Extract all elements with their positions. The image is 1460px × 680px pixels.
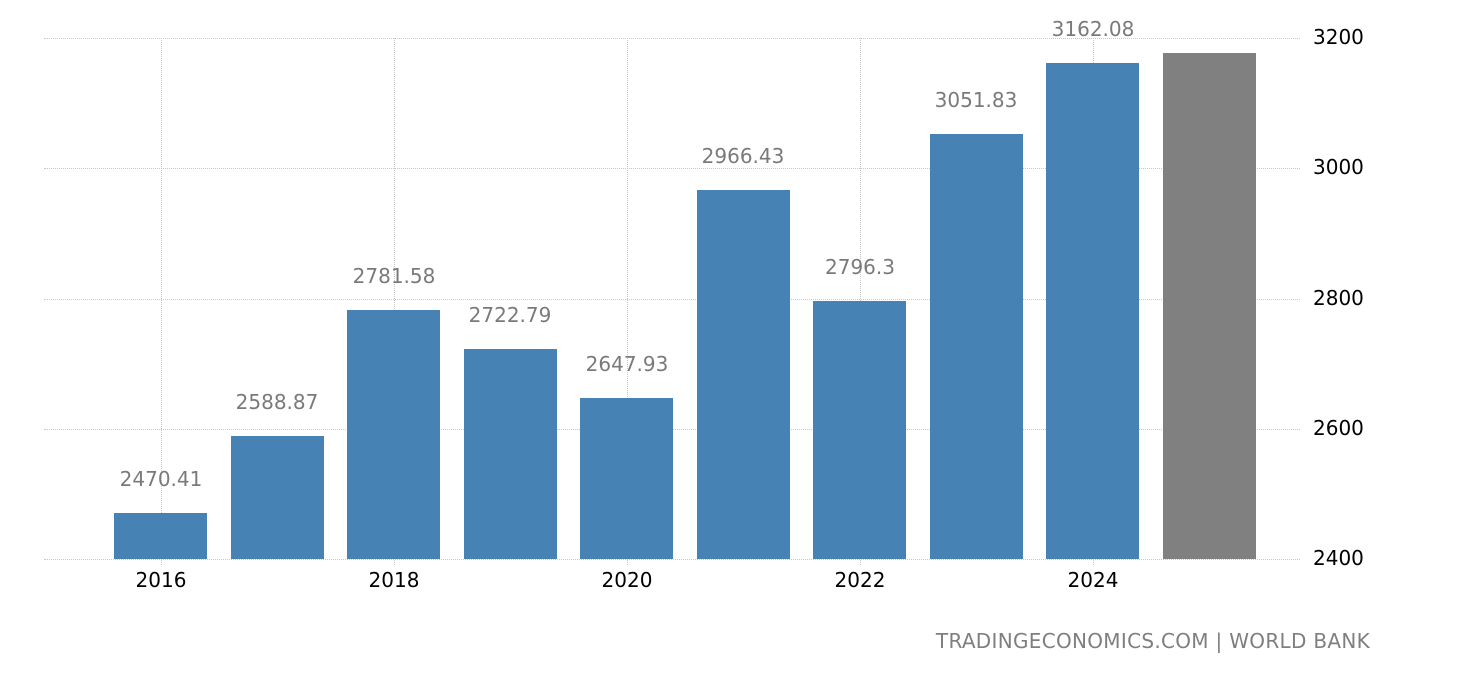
y-axis-tick-label: 3200 bbox=[1313, 25, 1364, 49]
source-attribution: TRADINGECONOMICS.COM | WORLD BANK bbox=[935, 629, 1370, 653]
y-axis-tick-label: 2600 bbox=[1313, 416, 1364, 440]
x-axis-tick-label: 2024 bbox=[1067, 568, 1119, 592]
y-axis-tick-label: 2400 bbox=[1313, 546, 1364, 570]
data-bar bbox=[580, 398, 673, 559]
vertical-gridline bbox=[161, 38, 162, 565]
x-axis-tick-label: 2016 bbox=[135, 568, 187, 592]
bar-value-label: 2796.3 bbox=[825, 255, 895, 279]
y-axis-tick-label: 3000 bbox=[1313, 155, 1364, 179]
data-bar bbox=[1046, 63, 1139, 559]
data-bar bbox=[347, 310, 440, 559]
vertical-gridline bbox=[394, 38, 395, 565]
bar-value-label: 2781.58 bbox=[352, 264, 436, 288]
data-bar bbox=[114, 513, 207, 559]
bar-value-label: 2588.87 bbox=[235, 390, 319, 414]
bar-value-label: 2647.93 bbox=[585, 352, 669, 376]
gridline bbox=[44, 38, 1300, 39]
forecast-bar bbox=[1163, 53, 1256, 559]
gridline bbox=[44, 559, 1300, 560]
bar-value-label: 2722.79 bbox=[468, 303, 552, 327]
data-bar bbox=[813, 301, 906, 559]
gridline bbox=[44, 299, 1300, 300]
data-bar bbox=[697, 190, 790, 559]
bar-value-label: 3051.83 bbox=[934, 88, 1018, 112]
data-bar bbox=[231, 436, 324, 559]
bar-value-label: 3162.08 bbox=[1051, 17, 1135, 41]
gridline bbox=[44, 168, 1300, 169]
x-axis-tick-label: 2022 bbox=[834, 568, 886, 592]
data-bar bbox=[464, 349, 557, 559]
x-axis-tick-label: 2020 bbox=[601, 568, 653, 592]
y-axis-tick-label: 2800 bbox=[1313, 286, 1364, 310]
bar-value-label: 2470.41 bbox=[119, 467, 203, 491]
x-axis-tick-label: 2018 bbox=[368, 568, 420, 592]
data-bar bbox=[930, 134, 1023, 559]
vertical-gridline bbox=[627, 38, 628, 565]
bar-value-label: 2966.43 bbox=[701, 144, 785, 168]
